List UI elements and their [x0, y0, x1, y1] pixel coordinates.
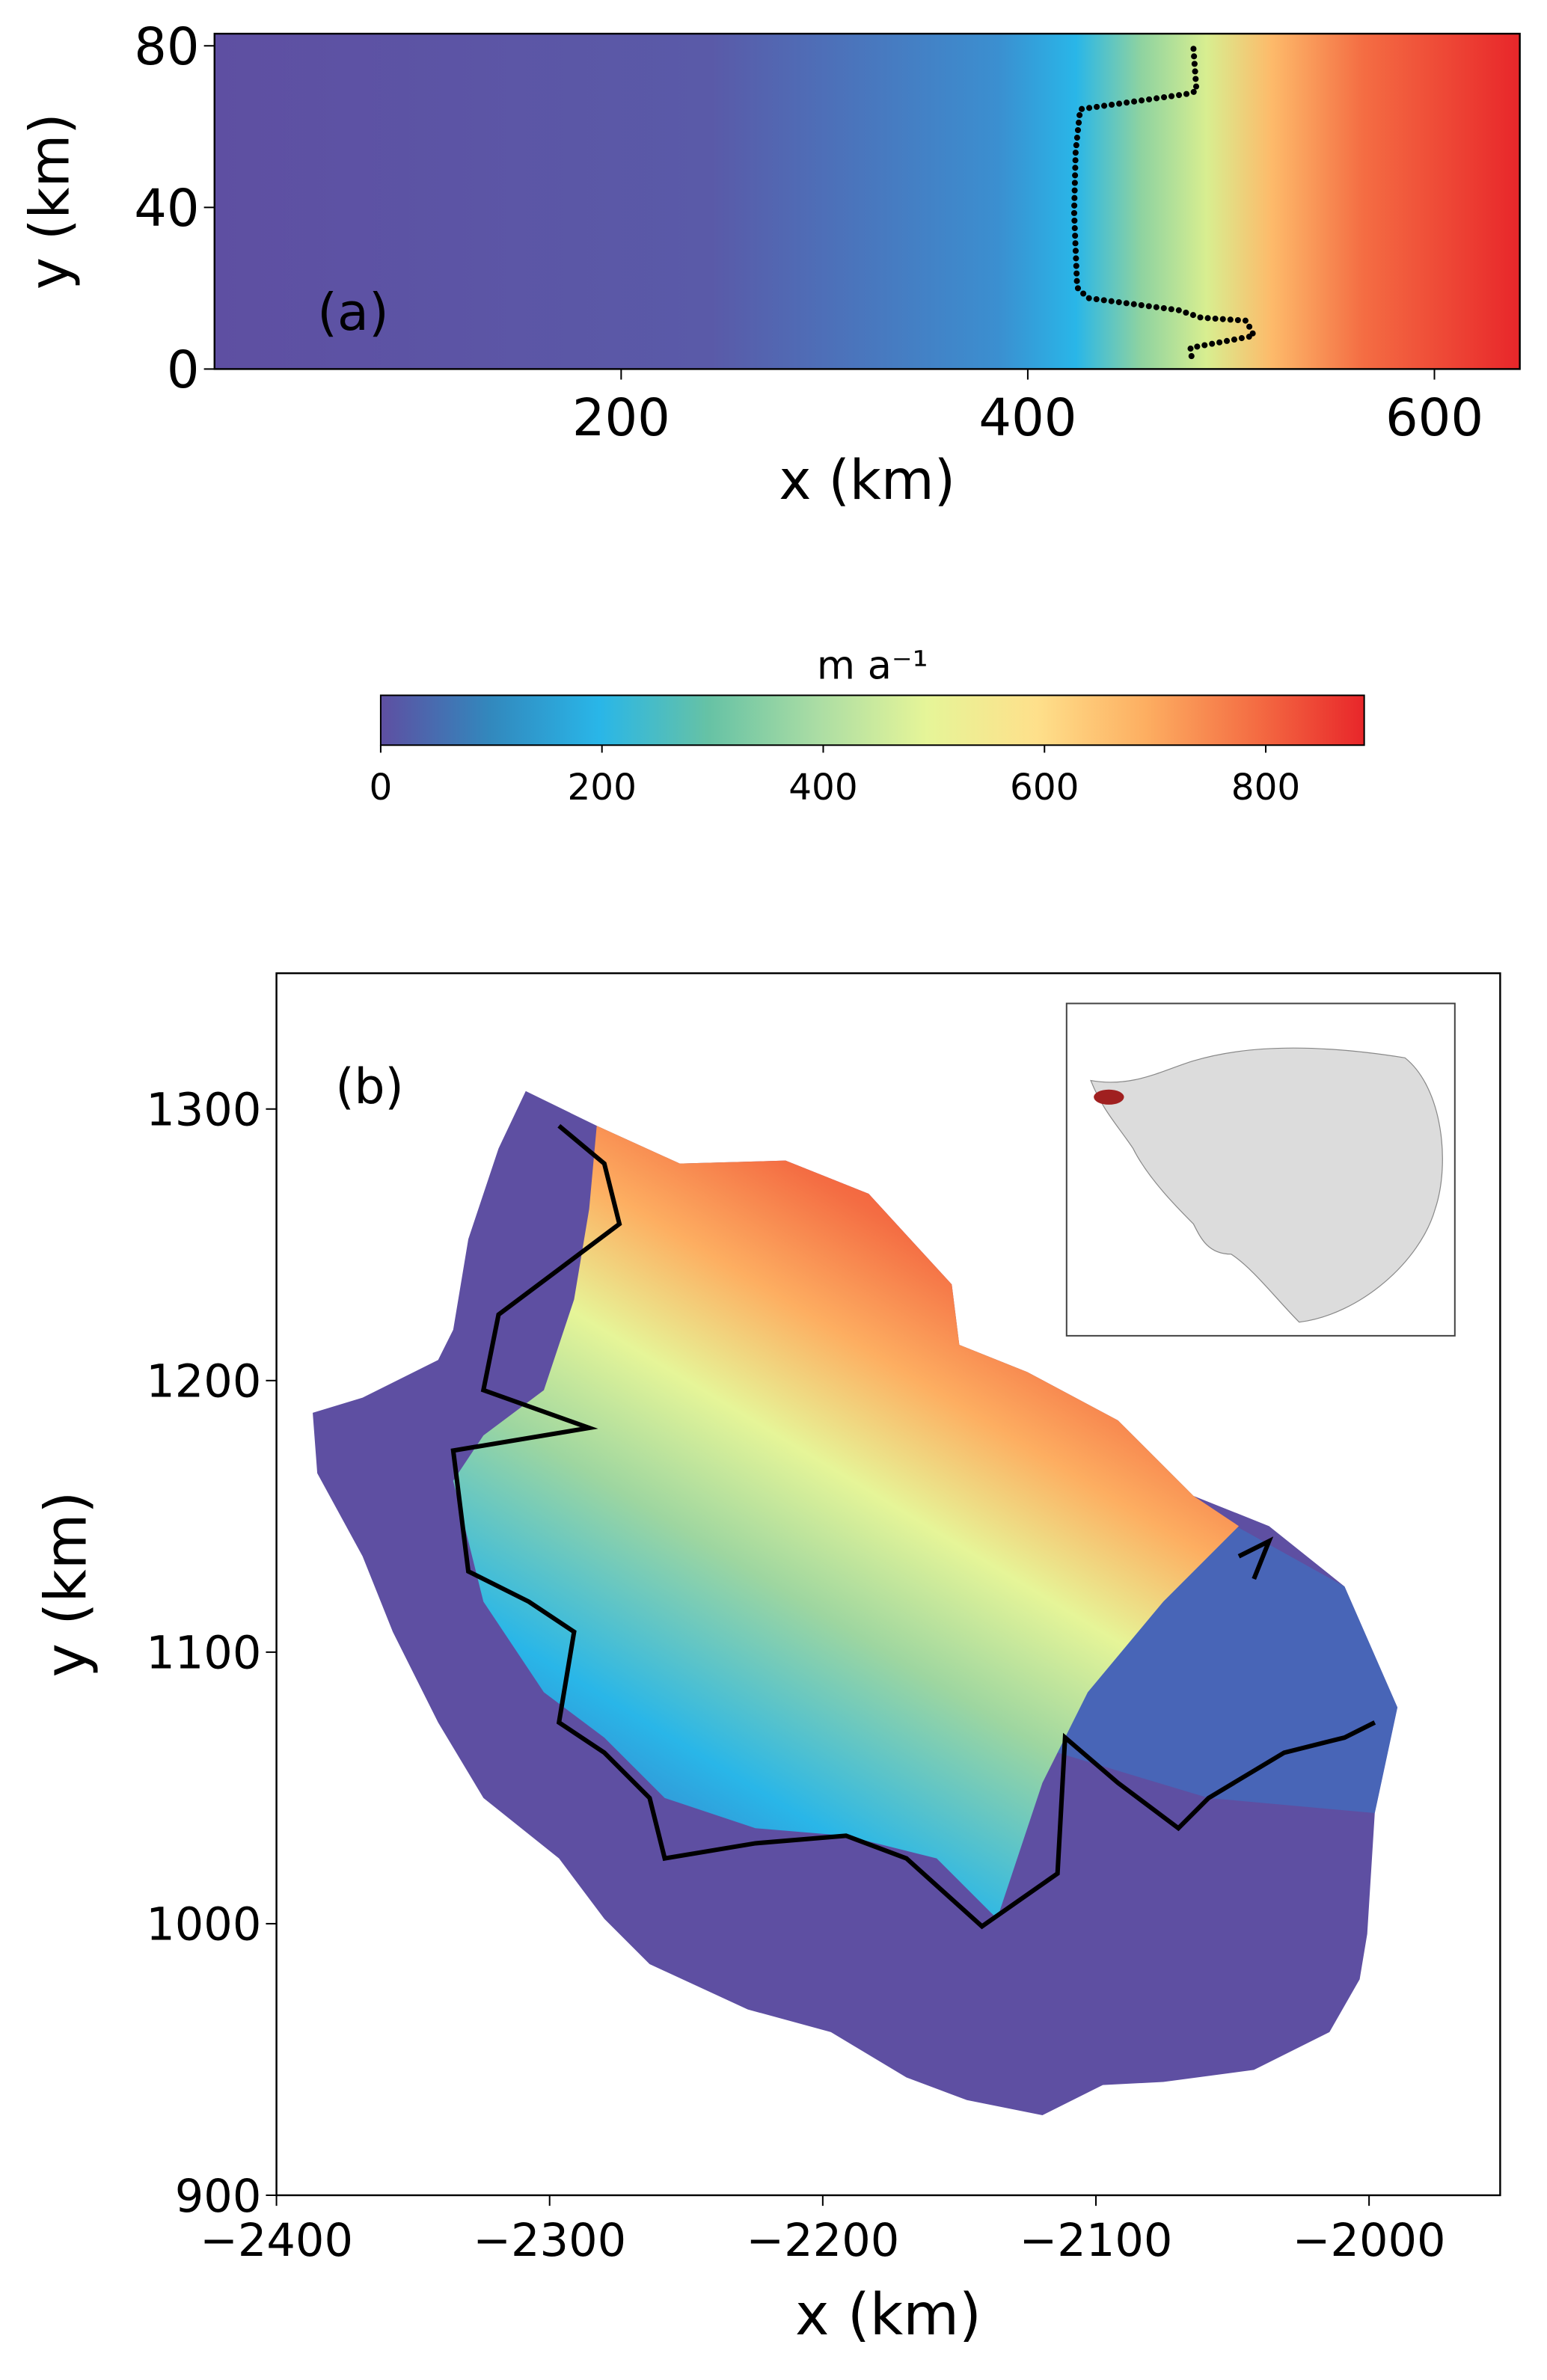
y-tick-label: 1300: [146, 1085, 261, 1137]
y-tick-label: 1000: [146, 1899, 261, 1951]
tick-label: 400: [788, 767, 857, 809]
x-tick-label: 200: [572, 388, 670, 448]
colorbar: [379, 694, 1365, 746]
y-axis-label: y (km): [33, 1491, 99, 1678]
tick-label: 600: [1010, 767, 1079, 809]
x-axis-label: x (km): [779, 450, 955, 512]
tick-label: 0: [370, 767, 393, 809]
x-axis-label: x (km): [795, 2282, 981, 2349]
panel-label: (b): [335, 1059, 403, 1115]
fast-ice: [453, 1126, 1240, 1919]
x-tick-label: −2300: [473, 2215, 626, 2267]
colorbar-label: m a⁻¹: [817, 642, 928, 688]
x-tick-label: 600: [1385, 388, 1483, 448]
grounding-line: [1070, 46, 1259, 364]
axes-frame: [213, 32, 1521, 370]
x-tick-label: 400: [978, 388, 1076, 448]
antarctica: [1090, 1047, 1443, 1323]
tick-label: 200: [567, 767, 636, 809]
x-tick-label: −2100: [1020, 2215, 1173, 2267]
y-tick-label: 900: [175, 2171, 262, 2223]
y-tick-label: 40: [134, 179, 199, 239]
tick-label: 800: [1231, 767, 1300, 809]
x-tick-label: −2000: [1293, 2215, 1446, 2267]
y-tick-label: 1100: [146, 1628, 261, 1680]
x-tick-label: −2200: [746, 2215, 899, 2267]
y-tick-label: 1200: [146, 1356, 261, 1408]
grounding-line: [450, 1123, 1376, 1930]
study-region: [1094, 1089, 1124, 1105]
y-tick-label: 0: [167, 340, 200, 400]
panel-label: (a): [317, 283, 389, 343]
y-tick-label: 80: [134, 17, 199, 77]
grounding-line: [1237, 1536, 1274, 1580]
velocity-field: [214, 34, 1520, 369]
x-tick-label: −2400: [200, 2215, 353, 2267]
y-axis-label: y (km): [19, 113, 82, 289]
axes-frame: [275, 972, 1501, 2197]
slow-ice: [1057, 1511, 1398, 1814]
